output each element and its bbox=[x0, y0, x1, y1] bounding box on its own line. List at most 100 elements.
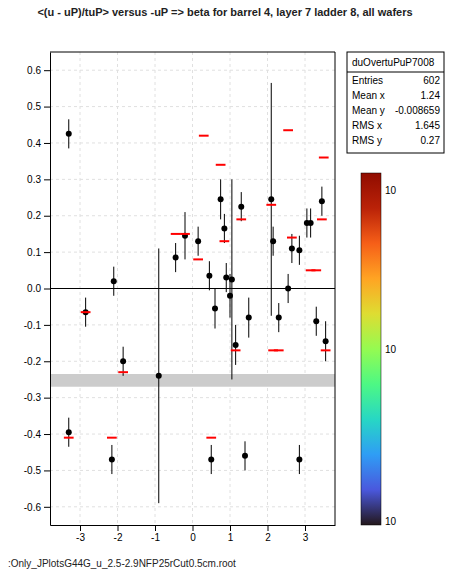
colorbar-label: 10 bbox=[385, 516, 397, 527]
data-point bbox=[319, 198, 325, 204]
colorbar bbox=[361, 173, 381, 525]
data-point bbox=[223, 275, 229, 281]
y-axis-tick-label: 0.1 bbox=[27, 247, 41, 258]
red-dash bbox=[180, 233, 190, 235]
chart-svg: <(u - uP)/tuP> versus -uP => beta for ba… bbox=[0, 0, 450, 575]
x-axis-tick: 3 bbox=[303, 525, 309, 543]
y-axis-tick-mark bbox=[44, 216, 50, 217]
data-point bbox=[156, 373, 162, 379]
data-point bbox=[238, 204, 244, 210]
stats-value: 602 bbox=[423, 75, 440, 86]
stats-value: 1.24 bbox=[421, 90, 441, 101]
x-axis-tick-label: 1 bbox=[228, 532, 234, 543]
y-axis-tick: 0.0 bbox=[27, 283, 50, 294]
data-point bbox=[268, 196, 274, 202]
grid bbox=[50, 52, 335, 525]
red-dash bbox=[236, 218, 246, 220]
x-axis-tick-label: -3 bbox=[76, 532, 85, 543]
x-axis: -3 -2 -1 0 1 2 3 bbox=[51, 525, 336, 543]
y-axis-tick-mark bbox=[44, 179, 50, 180]
y-axis-tick: 0.5 bbox=[27, 101, 50, 112]
data-point bbox=[173, 255, 179, 261]
excluded-band bbox=[50, 374, 335, 387]
red-dash bbox=[321, 349, 331, 351]
y-axis-line bbox=[50, 53, 51, 526]
red-dash bbox=[206, 437, 216, 439]
red-dash bbox=[199, 135, 209, 137]
colorbar-label: 10 bbox=[385, 344, 397, 355]
data-point bbox=[308, 220, 314, 226]
data-point bbox=[227, 293, 233, 299]
y-axis-tick: -0.2 bbox=[24, 356, 50, 367]
stats-separator bbox=[347, 72, 444, 73]
grid-line-y bbox=[50, 506, 335, 507]
y-axis-tick: 0.6 bbox=[27, 65, 50, 76]
y-axis-tick-label: -0.2 bbox=[24, 356, 42, 367]
stats-label: Mean x bbox=[352, 90, 385, 101]
x-axis-tick-mark bbox=[230, 525, 231, 531]
red-dash bbox=[81, 311, 91, 313]
stats-value: 0.27 bbox=[421, 135, 441, 146]
y-axis-tick-label: 0.3 bbox=[27, 174, 41, 185]
data-point bbox=[229, 276, 235, 282]
x-axis-tick: 0 bbox=[190, 525, 196, 543]
bottom-label: :Only_JPlotsG44G_u_2.5-2.9NFP25rCut0.5cm… bbox=[8, 558, 236, 569]
x-axis-tick: -1 bbox=[151, 525, 160, 543]
y-axis-tick-label: -0.3 bbox=[24, 392, 42, 403]
data-point bbox=[212, 306, 218, 312]
stats-label: Entries bbox=[352, 75, 383, 86]
grid-line-y bbox=[50, 288, 335, 289]
y-axis-tick-mark bbox=[44, 507, 50, 508]
grid-line-x bbox=[230, 52, 231, 525]
x-axis-tick-label: 0 bbox=[190, 532, 196, 543]
stats-label: Mean y bbox=[352, 105, 385, 116]
y-axis-tick-mark bbox=[44, 252, 50, 253]
stats-value: -0.008659 bbox=[395, 105, 440, 116]
data-point bbox=[289, 245, 295, 251]
red-dash bbox=[283, 129, 293, 131]
stats-title: duOvertuPuP7008 bbox=[352, 57, 435, 68]
data-point bbox=[66, 131, 72, 137]
y-axis-tick-mark bbox=[44, 143, 50, 144]
x-axis-tick-label: -2 bbox=[114, 532, 123, 543]
stats-label: RMS x bbox=[352, 120, 382, 131]
y-axis-tick: 0.2 bbox=[27, 210, 50, 221]
red-dash bbox=[193, 258, 203, 260]
y-axis-tick-label: 0.2 bbox=[27, 210, 41, 221]
grid-line-y bbox=[50, 470, 335, 471]
x-axis-tick: -2 bbox=[114, 525, 123, 543]
y-axis-tick-mark bbox=[44, 470, 50, 471]
red-dash bbox=[64, 437, 74, 439]
y-axis-tick: -0.5 bbox=[24, 465, 50, 476]
y-axis-tick: -0.3 bbox=[24, 392, 50, 403]
data-point bbox=[276, 315, 282, 321]
y-axis-tick: -0.4 bbox=[24, 429, 50, 440]
grid-line-y bbox=[50, 215, 335, 216]
red-dash bbox=[231, 349, 241, 351]
x-axis-tick-mark bbox=[80, 525, 81, 531]
x-axis-tick: -3 bbox=[76, 525, 85, 543]
data-point bbox=[313, 318, 319, 324]
data-point bbox=[206, 273, 212, 279]
red-dash bbox=[287, 237, 297, 239]
y-axis-tick-mark bbox=[44, 70, 50, 71]
frame-top bbox=[50, 52, 335, 53]
chart-title: <(u - uP)/tuP> versus -uP => beta for ba… bbox=[37, 6, 412, 18]
colorbar-label: 10 bbox=[385, 185, 397, 196]
grid-line-y bbox=[50, 397, 335, 398]
y-axis-tick-mark bbox=[44, 361, 50, 362]
x-axis-tick-label: 2 bbox=[265, 532, 271, 543]
y-axis-tick-label: -0.4 bbox=[24, 429, 42, 440]
y-axis-tick-mark bbox=[44, 398, 50, 399]
stats-label: RMS y bbox=[352, 135, 382, 146]
series-dash bbox=[64, 130, 331, 437]
y-axis-tick-label: -0.5 bbox=[24, 465, 42, 476]
grid-line-y bbox=[50, 70, 335, 71]
grid-line-y bbox=[50, 434, 335, 435]
y-axis-tick-label: 0.5 bbox=[27, 101, 41, 112]
x-axis-tick-mark bbox=[118, 525, 119, 531]
red-dash bbox=[311, 269, 321, 271]
zero-line bbox=[50, 288, 335, 289]
y-axis-tick-label: 0.4 bbox=[27, 138, 41, 149]
series-scatter bbox=[66, 83, 329, 503]
